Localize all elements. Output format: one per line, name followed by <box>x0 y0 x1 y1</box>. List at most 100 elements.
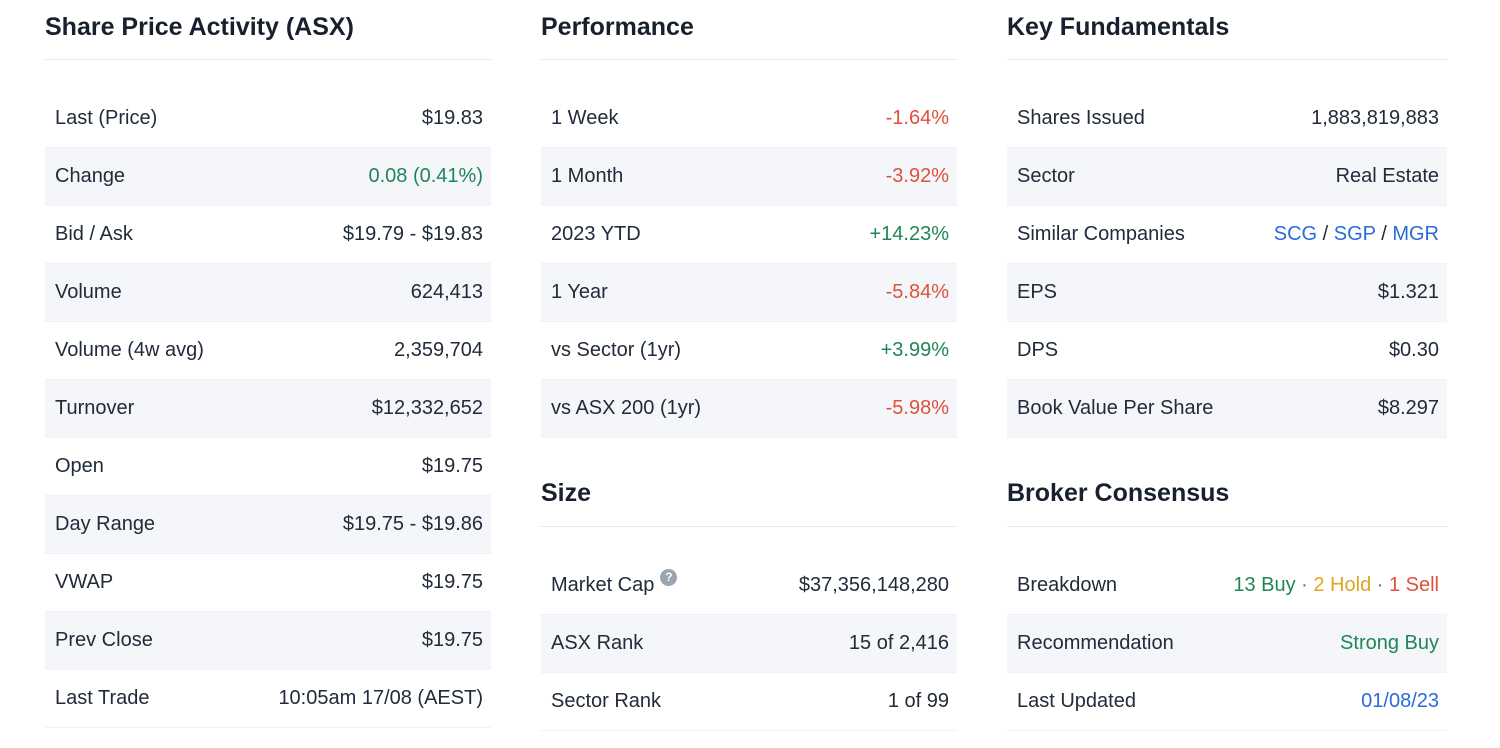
row-label-wrap: 1 Year <box>551 281 608 304</box>
row-label: Volume <box>55 281 122 304</box>
row-value: $19.75 - $19.86 <box>343 513 483 536</box>
row-label-wrap: VWAP <box>55 571 113 594</box>
column-share-price-activity: Share Price Activity (ASX) Last (Price) $1… <box>45 12 491 731</box>
value-text: 0.08 (0.41%) <box>368 165 483 188</box>
value-text: $19.75 <box>421 571 483 594</box>
row-label: Recommendation <box>1017 631 1174 654</box>
table-row-eps: EPS $1.321 <box>1007 264 1447 323</box>
row-label-wrap: Last Updated <box>1017 690 1136 713</box>
row-value: 624,413 <box>411 281 483 304</box>
row-value: 2,359,704 <box>394 339 483 362</box>
row-label-wrap: Volume <box>55 281 122 304</box>
section-broker-consensus: Broker Consensus Breakdown 13 Buy · 2 Hold… <box>1007 478 1447 731</box>
row-value: 01/08/23 <box>1361 690 1439 713</box>
value-text: $19.83 <box>421 107 483 130</box>
row-label-wrap: Shares Issued <box>1017 107 1145 130</box>
table-row-last-price: Last (Price) $19.83 <box>45 90 491 149</box>
row-label: Change <box>55 165 126 188</box>
section-share-price-activity-asx: Share Price Activity (ASX) Last (Price) $1… <box>45 12 491 729</box>
table-row-day-range: Day Range $19.75 - $19.86 <box>45 496 491 555</box>
value-text: 1 of 99 <box>887 689 949 712</box>
section-title-key-fundamentals: Key Fundamentals <box>1007 12 1447 61</box>
row-value: $19.75 <box>422 455 483 478</box>
value-text: +3.99% <box>880 339 949 362</box>
row-label: Last Trade <box>55 687 150 710</box>
row-label: VWAP <box>55 571 114 594</box>
value-text: / <box>1317 223 1334 246</box>
value-text: $0.30 <box>1388 339 1439 362</box>
row-label: Day Range <box>55 513 156 536</box>
row-value: $8.297 <box>1378 397 1439 420</box>
row-value: SCG / SGP / MGR <box>1274 223 1439 246</box>
value-text: $12,332,652 <box>371 397 483 420</box>
row-label: Turnover <box>55 397 135 420</box>
table-row-prev-close: Prev Close $19.75 <box>45 612 491 671</box>
row-label: Last (Price) <box>55 107 158 130</box>
row-label: Bid / Ask <box>55 223 133 246</box>
row-value: $19.75 <box>422 629 483 652</box>
row-label: Prev Close <box>55 629 153 652</box>
row-label: Market Cap <box>551 573 655 596</box>
row-value: 0.08 (0.41%) <box>368 165 483 188</box>
data-table: Last (Price) $19.83 Change 0.08 (0.41%) Bid … <box>45 90 491 729</box>
table-row-last-updated: Last Updated 01/08/23 <box>1007 673 1447 731</box>
similar-company-link-mgr[interactable]: MGR <box>1392 223 1439 246</box>
table-row-2023-ytd: 2023 YTD +14.23% <box>541 206 957 265</box>
table-row-dps: DPS $0.30 <box>1007 322 1447 381</box>
row-label-wrap: 1 Week <box>551 107 618 130</box>
row-value: $19.75 <box>422 571 483 594</box>
table-row-market-cap: Market Cap? $37,356,148,280 <box>541 557 957 615</box>
table-row-volume: Volume 624,413 <box>45 264 491 323</box>
table-row-similar-companies: Similar Companies SCG / SGP / MGR <box>1007 206 1447 265</box>
row-label: Breakdown <box>1017 573 1118 596</box>
row-label: DPS <box>1017 339 1059 362</box>
row-label: Similar Companies <box>1017 223 1185 246</box>
row-value: 1,883,819,883 <box>1311 107 1439 130</box>
value-text: 15 of 2,416 <box>848 631 949 654</box>
row-label-wrap: Market Cap? <box>551 568 678 597</box>
similar-company-link-sgp[interactable]: SGP <box>1333 223 1376 246</box>
value-text: -5.84% <box>885 281 949 304</box>
row-label-wrap: Bid / Ask <box>55 223 133 246</box>
value-text: Strong Buy <box>1340 631 1439 654</box>
help-icon[interactable]: ? <box>660 568 678 586</box>
table-row-recommendation: Recommendation Strong Buy <box>1007 614 1447 673</box>
row-value: -3.92% <box>886 165 949 188</box>
value-text: 1,883,819,883 <box>1311 107 1439 130</box>
row-label-wrap: Sector Rank <box>551 690 661 713</box>
table-row-vwap: VWAP $19.75 <box>45 554 491 613</box>
table-row-1-month: 1 Month -3.92% <box>541 148 957 207</box>
row-label-wrap: Volume (4w avg) <box>55 339 204 362</box>
data-table: Market Cap? $37,356,148,280 ASX Rank 15 of … <box>541 557 957 731</box>
row-label-wrap: Book Value Per Share <box>1017 397 1213 420</box>
value-text: 10:05am 17/08 (AEST) <box>278 687 483 710</box>
row-label: 2023 YTD <box>551 223 641 246</box>
row-label: vs Sector (1yr) <box>551 339 682 362</box>
similar-company-link-scg[interactable]: SCG <box>1273 223 1318 246</box>
last-updated-link[interactable]: 01/08/23 <box>1361 689 1439 712</box>
row-value: Strong Buy <box>1340 632 1439 655</box>
row-value: -5.84% <box>886 281 949 304</box>
section-title-size: Size <box>541 478 957 527</box>
data-table: Breakdown 13 Buy · 2 Hold · 1 Sell Recomme… <box>1007 557 1447 731</box>
value-text: 2,359,704 <box>394 339 483 362</box>
row-label: Shares Issued <box>1017 107 1145 130</box>
table-row-shares-issued: Shares Issued 1,883,819,883 <box>1007 90 1447 149</box>
row-label: Sector Rank <box>551 689 662 712</box>
row-label: Book Value Per Share <box>1017 397 1214 420</box>
section-size: Size Market Cap? $37,356,148,280 ASX Rank 15… <box>541 478 957 731</box>
table-row-last-trade: Last Trade 10:05am 17/08 (AEST) <box>45 670 491 729</box>
row-label-wrap: Recommendation <box>1017 632 1174 655</box>
row-value: 15 of 2,416 <box>849 632 949 655</box>
section-title-broker-consensus: Broker Consensus <box>1007 478 1447 527</box>
row-label: 1 Month <box>551 165 624 188</box>
row-label: Open <box>55 455 104 478</box>
row-value: $0.30 <box>1389 339 1439 362</box>
row-label-wrap: Breakdown <box>1017 574 1117 597</box>
table-row-sector: Sector Real Estate <box>1007 148 1447 207</box>
row-label: Volume (4w avg) <box>55 339 204 362</box>
value-text: -3.92% <box>885 165 949 188</box>
row-value: $37,356,148,280 <box>799 574 949 597</box>
table-row-asx-rank: ASX Rank 15 of 2,416 <box>541 614 957 673</box>
value-text: $1.321 <box>1377 281 1439 304</box>
